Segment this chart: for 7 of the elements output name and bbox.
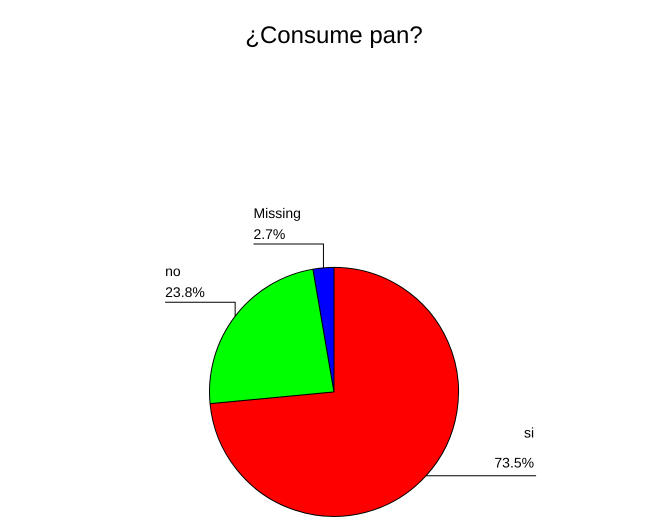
chart-title: ¿Consume pan? xyxy=(245,22,423,50)
data-label: 73.5% xyxy=(494,454,534,471)
data-label: 2.7% xyxy=(253,226,286,242)
slice-label: no xyxy=(165,263,181,280)
slice-label: Missing xyxy=(253,205,301,221)
data-label: 23.8% xyxy=(165,284,205,300)
slice-label: si xyxy=(524,424,534,441)
